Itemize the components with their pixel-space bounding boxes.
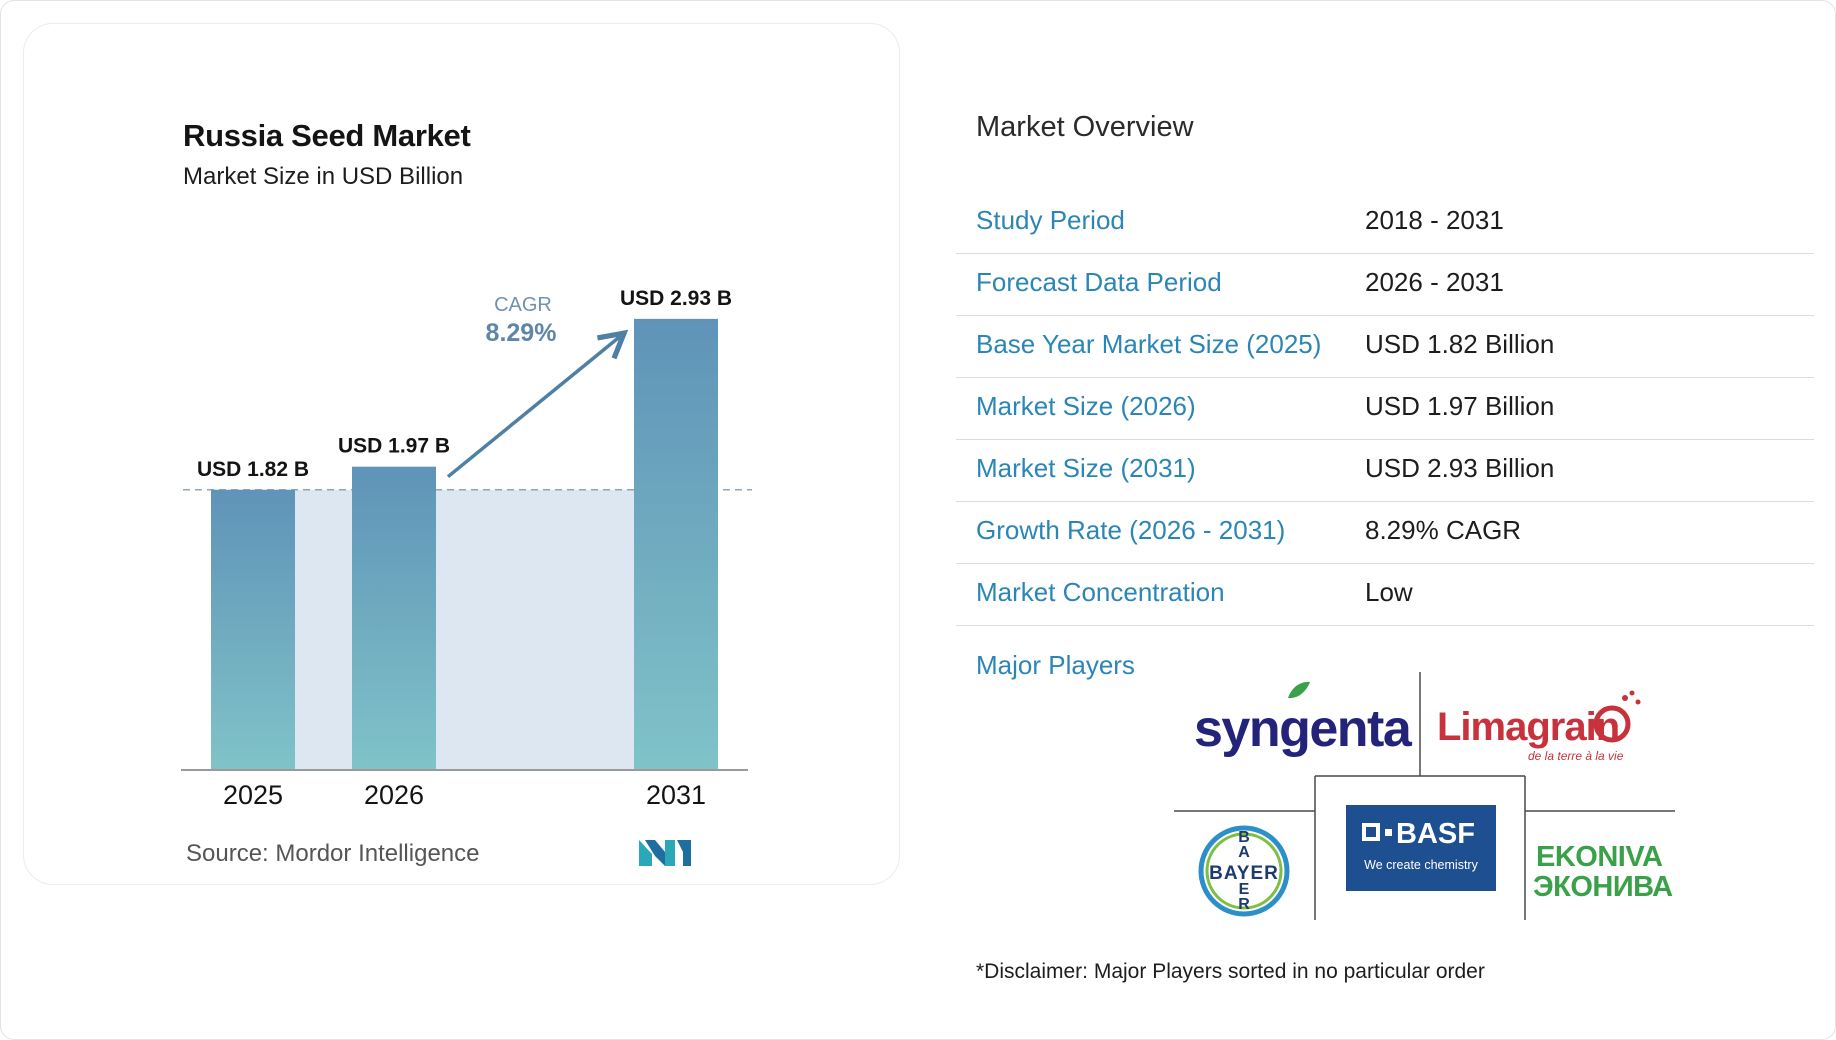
bayer-cross-letters: B A E R [1238, 829, 1250, 913]
mordor-intelligence-logo [639, 840, 691, 866]
limagrain-seed-icon [1593, 705, 1631, 743]
chart-title: Russia Seed Market [183, 118, 471, 153]
bar-2031 [634, 318, 718, 770]
overview-row: Study Period 2018 - 2031 [956, 191, 1814, 254]
row-label: Market Size (2031) [976, 453, 1196, 483]
bayer-logo: BAYER B A E R [1198, 825, 1290, 917]
svg-text:R: R [1238, 896, 1250, 913]
overview-row: Growth Rate (2026 - 2031) 8.29% CAGR [956, 501, 1814, 564]
category-label-2026: 2026 [364, 780, 424, 810]
overview-row: Market Size (2026) USD 1.97 Billion [956, 377, 1814, 440]
basf-logo: BASF We create chemistry [1346, 805, 1496, 891]
syngenta-leaf-icon [1288, 681, 1310, 699]
major-players-logos: syngenta Limagrain de la terre à la vie … [1174, 672, 1675, 920]
row-value: Low [1365, 577, 1413, 607]
row-label: Growth Rate (2026 - 2031) [976, 515, 1286, 545]
chart-subtitle: Market Size in USD Billion [183, 163, 464, 190]
row-label: Base Year Market Size (2025) [976, 329, 1322, 359]
source-text: Source: Mordor Intelligence [186, 840, 480, 867]
ekoniva-cyrillic-wordmark: ЭКОНИВА [1533, 871, 1673, 903]
row-value: 2018 - 2031 [1365, 205, 1504, 235]
overview-title: Market Overview [976, 111, 1194, 143]
cagr-value: 8.29% [486, 319, 557, 347]
cagr-arrow [446, 335, 622, 479]
row-value: USD 1.97 Billion [1365, 391, 1555, 421]
overview-row: Base Year Market Size (2025) USD 1.82 Bi… [956, 315, 1814, 378]
bar-chart: USD 1.82 B 2025 USD 1.97 B 2026 USD 2.93 B 20… [181, 287, 752, 810]
row-label: Market Concentration [976, 577, 1225, 607]
category-label-2025: 2025 [223, 780, 283, 810]
limagrain-tagline: de la terre à la vie [1528, 749, 1624, 763]
row-label: Market Size (2026) [976, 391, 1196, 421]
syngenta-wordmark: syngenta [1194, 700, 1413, 758]
row-value: USD 1.82 Billion [1365, 329, 1555, 359]
bar-2025 [211, 489, 295, 770]
bayer-wordmark: BAYER [1209, 863, 1279, 884]
row-value: 8.29% CAGR [1365, 515, 1522, 545]
row-value: USD 2.93 Billion [1365, 453, 1555, 483]
cagr-label: CAGR [494, 294, 552, 316]
disclaimer-text: *Disclaimer: Major Players sorted in no … [976, 960, 1485, 983]
svg-text:A: A [1238, 844, 1250, 861]
limagrain-logo: Limagrain de la terre à la vie [1437, 690, 1641, 763]
value-label-2031: USD 2.93 B [620, 287, 732, 310]
overview-row: Market Size (2031) USD 2.93 Billion [956, 439, 1814, 502]
category-label-2031: 2031 [646, 780, 706, 810]
row-label: Study Period [976, 205, 1125, 235]
overview-row: Market Concentration Low [956, 563, 1814, 626]
limagrain-wordmark: Limagrain [1437, 705, 1619, 749]
overview-row: Forecast Data Period 2026 - 2031 [956, 253, 1814, 316]
svg-text:E: E [1239, 881, 1250, 898]
ekoniva-logo: EKONIVA ЭКОНИВА [1533, 841, 1674, 903]
row-label: Forecast Data Period [976, 267, 1222, 297]
value-label-2026: USD 1.97 B [338, 435, 450, 458]
basf-tagline: We create chemistry [1364, 858, 1478, 872]
svg-text:B: B [1238, 829, 1250, 846]
value-label-2025: USD 1.82 B [197, 458, 309, 481]
basf-wordmark: BASF [1396, 818, 1475, 850]
syngenta-logo: syngenta [1194, 681, 1414, 758]
ekoniva-latin-wordmark: EKONIVA [1536, 841, 1663, 873]
bar-2026 [352, 466, 436, 770]
major-players-label: Major Players [976, 650, 1135, 680]
row-value: 2026 - 2031 [1365, 267, 1504, 297]
